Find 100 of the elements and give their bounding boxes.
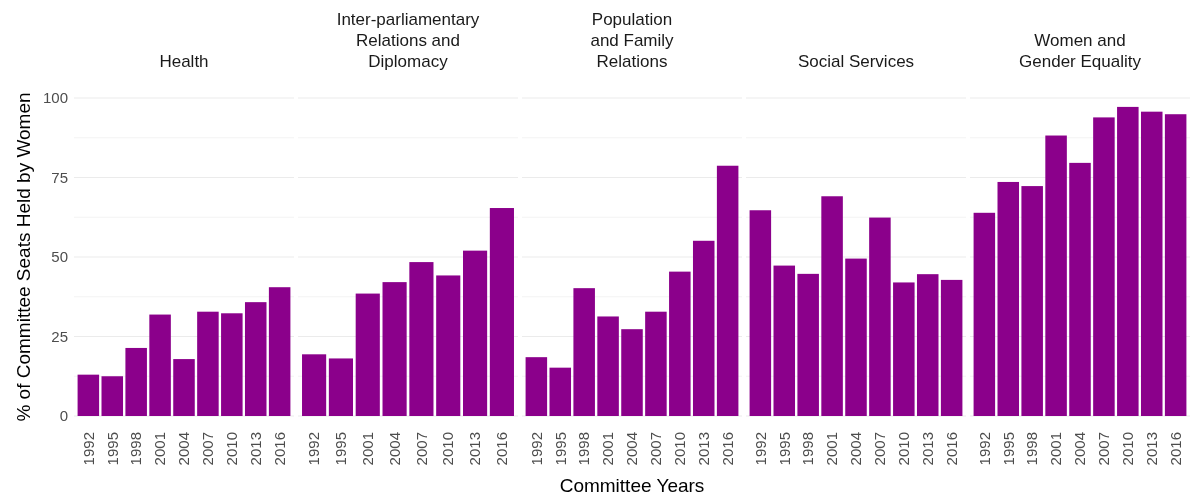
bar: [409, 262, 434, 416]
x-tick-label: 1995: [103, 432, 121, 466]
bar: [645, 311, 667, 416]
x-tick-label: 2016: [718, 432, 736, 466]
x-tick-label: 2010: [895, 432, 913, 466]
x-tick-label: 2007: [1095, 432, 1113, 466]
x-tick-label: 1992: [975, 432, 993, 466]
x-tick-label: 1998: [127, 432, 145, 466]
bar: [845, 258, 867, 416]
bar: [221, 313, 243, 416]
bar: [244, 302, 267, 416]
x-tick-label: 2004: [385, 432, 403, 466]
x-tick-label: 2010: [1119, 432, 1137, 466]
x-tick-label: 1995: [999, 432, 1017, 466]
x-tick-label: 2016: [942, 432, 960, 466]
bar: [525, 357, 548, 416]
x-tick-label: 2004: [847, 432, 865, 466]
x-tick-label: 1995: [332, 432, 350, 466]
chart-title: Health: [159, 52, 209, 71]
x-tick-label: 2001: [1047, 432, 1065, 466]
x-tick-label: 2001: [823, 432, 841, 466]
bar: [101, 376, 124, 416]
bar: [1164, 114, 1187, 416]
x-tick-label: 1992: [527, 432, 545, 466]
bar: [1069, 162, 1091, 416]
x-tick-label: 1992: [751, 432, 769, 466]
x-tick-label: 1992: [79, 432, 97, 466]
x-tick-label: 2010: [671, 432, 689, 466]
bar: [328, 358, 353, 416]
bar: [302, 354, 327, 416]
bar: [773, 265, 796, 416]
bar: [797, 273, 819, 416]
y-tick-label: 100: [42, 89, 68, 107]
bar: [821, 196, 843, 416]
chart-title: Women and Gender Equality: [1019, 31, 1142, 71]
x-tick-label: 2013: [694, 432, 712, 466]
y-tick-label: 25: [51, 327, 68, 345]
bar: [669, 271, 691, 416]
x-tick-label: 2007: [199, 432, 217, 466]
bar: [621, 329, 643, 416]
bar: [1093, 117, 1115, 416]
chart-title: Population and Family Relations: [590, 10, 675, 71]
x-tick-label: 2007: [871, 432, 889, 466]
bar: [973, 212, 996, 416]
bar: [940, 279, 963, 416]
x-tick-label: 1998: [575, 432, 593, 466]
x-tick-label: 2010: [439, 432, 457, 466]
x-tick-label: 2004: [623, 432, 641, 466]
bar: [1045, 135, 1067, 416]
x-tick-label: 2004: [175, 432, 193, 466]
x-tick-label: 2013: [918, 432, 936, 466]
bar: [268, 287, 291, 416]
bar: [463, 250, 488, 416]
x-tick-label: 1995: [551, 432, 569, 466]
x-tick-label: 2016: [493, 432, 511, 466]
y-tick-label: 75: [51, 168, 68, 186]
bar: [382, 282, 407, 416]
bar: [716, 165, 739, 416]
chart-title: Inter-parliamentary Relations and Diplomacy: [336, 10, 480, 71]
bar: [573, 288, 595, 416]
y-axis-title: % of Committee Seats Held by Women: [13, 92, 34, 422]
y-tick-label: 50: [51, 248, 68, 266]
x-axis-title: Committee Years: [559, 475, 705, 496]
x-tick-label: 2013: [1142, 432, 1160, 466]
bar: [1021, 186, 1043, 416]
bar: [893, 282, 915, 416]
x-tick-label: 1992: [305, 432, 323, 466]
x-tick-label: 2010: [223, 432, 241, 466]
x-tick-label: 1998: [799, 432, 817, 466]
bar: [1140, 111, 1163, 416]
y-tick-label: 0: [59, 407, 68, 425]
x-tick-label: 2013: [246, 432, 264, 466]
x-tick-label: 1995: [775, 432, 793, 466]
bar: [436, 275, 461, 416]
bar: [869, 217, 891, 416]
bar: [1117, 106, 1139, 416]
bar: [149, 314, 171, 416]
x-tick-label: 2001: [359, 432, 377, 466]
x-tick-label: 2007: [412, 432, 430, 466]
x-tick-label: 2007: [647, 432, 665, 466]
bar: [489, 208, 514, 416]
bar: [77, 374, 100, 416]
x-tick-label: 2001: [599, 432, 617, 466]
bar: [692, 240, 715, 416]
bar: [597, 316, 619, 416]
bar: [997, 181, 1020, 416]
bar: [749, 210, 772, 416]
x-tick-label: 1998: [1023, 432, 1041, 466]
bar: [355, 293, 380, 416]
bar: [197, 311, 219, 416]
x-tick-label: 2016: [270, 432, 288, 466]
x-tick-label: 2013: [466, 432, 484, 466]
chart-title: Social Services: [797, 52, 915, 71]
bar: [125, 347, 147, 416]
x-tick-label: 2016: [1166, 432, 1184, 466]
bar: [173, 359, 195, 416]
bar: [549, 367, 572, 416]
x-tick-label: 2004: [1071, 432, 1089, 466]
bar: [916, 274, 939, 416]
x-tick-label: 2001: [151, 432, 169, 466]
